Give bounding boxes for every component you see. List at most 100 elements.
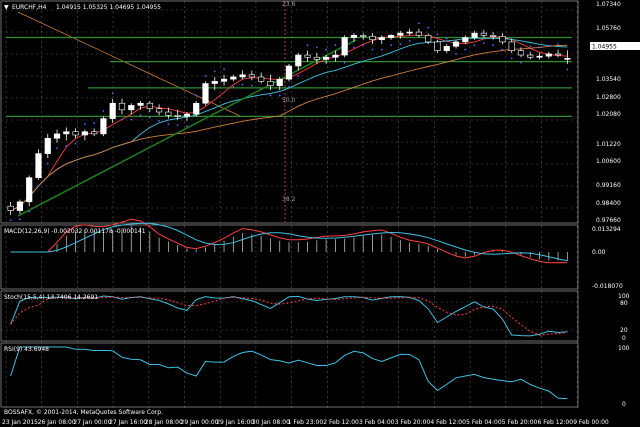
macd-label-bottom: -0.018070 <box>592 283 623 290</box>
candle-body <box>156 108 163 113</box>
fibo-label: 50.0 <box>282 97 296 104</box>
candle-body <box>554 53 562 56</box>
psar-dot <box>74 142 77 145</box>
psar-dot <box>204 74 207 77</box>
candle-body <box>248 74 255 78</box>
candle-body <box>174 114 181 117</box>
rsi-label-100: 100 <box>618 345 630 352</box>
candle-body <box>72 131 79 136</box>
price-axis-label: 0.97660 <box>596 217 621 224</box>
stoch-label-0: 0 <box>622 335 626 342</box>
psar-dot <box>390 44 392 47</box>
candle-body <box>267 81 274 87</box>
time-axis-label: 3 Feb 20:00 <box>395 419 431 426</box>
price-axis-label: 1.03540 <box>596 76 621 83</box>
price-axis-label: 1.02800 <box>596 94 621 101</box>
candlesticks <box>7 28 571 215</box>
psar-dot <box>232 85 235 88</box>
rsi-line <box>10 346 568 400</box>
price-axis-label: 0.99160 <box>596 182 621 189</box>
candle-body <box>536 55 543 58</box>
candle-body <box>490 35 497 37</box>
time-axis-label: 5 Feb 20:00 <box>502 419 538 426</box>
macd-panel[interactable]: MACD(12,26,9) -0.002032 0.001178 -0.0001… <box>0 218 623 290</box>
candle-body <box>118 102 126 111</box>
support-resistance-levels[interactable] <box>6 36 572 117</box>
psar-dot <box>427 26 430 29</box>
candle-body <box>397 32 404 36</box>
rsi-panel[interactable]: RSI(9) 43.6948 100 0 BOSSAFX, © 2001-201… <box>0 342 630 416</box>
psar-dot <box>65 145 68 147</box>
psar-dot <box>557 43 559 46</box>
stoch-main-line <box>10 295 568 337</box>
trendline[interactable] <box>17 39 357 217</box>
candle-body <box>137 102 144 106</box>
candle-body <box>415 31 422 36</box>
candle-body <box>53 133 61 139</box>
psar-dot <box>195 94 198 97</box>
psar-dot <box>19 218 21 221</box>
current-price-marker: 1.04955 <box>590 42 640 51</box>
psar-dot <box>250 84 253 87</box>
psar-dot <box>482 42 485 44</box>
candle-body <box>517 50 525 56</box>
psar-dot <box>418 22 420 25</box>
psar-dot <box>93 122 96 124</box>
price-axis-label: 1.05760 <box>596 25 621 32</box>
stochastic-panel[interactable]: Stoch(15,5,4) 13.7406 14.2691 100 80 20 … <box>0 290 630 342</box>
candle-body <box>81 131 88 136</box>
psar-dot <box>167 123 170 125</box>
candle-body <box>313 56 320 60</box>
moving-average-line <box>10 44 568 212</box>
price-panel[interactable]: 23.6 50.0 38.2 ▼ EURCHF,H4 1.04915 1.05325… <box>0 0 579 408</box>
psar-dot <box>83 123 86 125</box>
fibo-label: 23.6 <box>282 1 296 8</box>
price-axis-label: 1.07340 <box>596 1 621 8</box>
candle-body <box>406 31 413 34</box>
candle-body <box>295 54 302 67</box>
psar-dot <box>353 46 355 49</box>
psar-dot <box>445 37 448 40</box>
candle-body <box>304 54 311 58</box>
psar-dot <box>139 114 142 117</box>
candle-body <box>220 78 228 82</box>
time-axis-label: 6 Feb 12:00 <box>538 419 574 426</box>
psar-dot <box>102 110 105 112</box>
stoch-title: Stoch(15,5,4) 13.7406 14.2691 <box>4 294 98 301</box>
macd-signal-line <box>10 222 568 262</box>
fibo-label: 38.2 <box>282 196 296 203</box>
candle-body <box>425 35 432 43</box>
candle-body <box>369 36 376 41</box>
current-price-label: 1.04955 <box>592 44 617 51</box>
psar-dot <box>436 33 439 36</box>
candle-body <box>527 54 534 58</box>
stoch-label-20: 20 <box>620 327 628 334</box>
macd-title: MACD(12,26,9) -0.002032 0.001178 -0.0001… <box>4 228 146 235</box>
time-axis-label: 5 Feb 04:00 <box>466 419 502 426</box>
candle-body <box>211 81 218 84</box>
candle-body <box>91 131 98 135</box>
psar-dot <box>529 45 532 48</box>
macd-label-zero: 0.00 <box>592 249 606 256</box>
candle-body <box>471 32 478 38</box>
candle-body <box>508 41 515 51</box>
psar-dot <box>158 119 160 122</box>
psar-dot <box>362 44 365 47</box>
psar-dot <box>371 48 374 51</box>
price-axis-label: 0.98400 <box>596 200 621 207</box>
time-axis-label: 3 Feb 04:00 <box>359 419 395 426</box>
time-axis-label: 9 Feb 00:00 <box>573 419 609 426</box>
psar-dot <box>297 74 300 77</box>
psar-dot <box>455 53 457 55</box>
candle-body <box>545 53 552 57</box>
rsi-title: RSI(9) 43.6948 <box>4 346 49 353</box>
candle-body <box>360 35 367 37</box>
candle-body <box>387 35 395 38</box>
stochastic-panel-frame <box>0 290 579 342</box>
symbol-label: EURCHF,H4 <box>12 4 47 11</box>
candle-body <box>332 54 339 58</box>
psar-dot <box>464 48 467 51</box>
chart-header: ▼ EURCHF,H4 1.04915 1.05325 1.04695 1.04… <box>4 4 161 11</box>
